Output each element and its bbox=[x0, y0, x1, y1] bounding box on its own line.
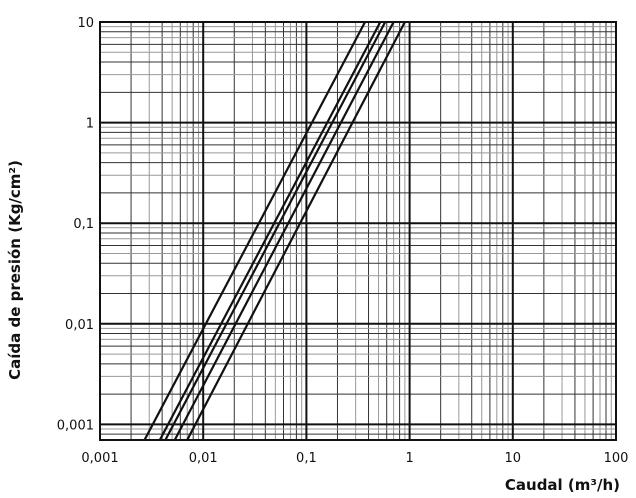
y-tick-label: 10 bbox=[77, 16, 94, 31]
x-tick-label: 10 bbox=[505, 451, 522, 466]
x-tick-label: 1 bbox=[405, 451, 413, 466]
curve bbox=[143, 21, 367, 441]
y-tick-label: 1 bbox=[86, 117, 94, 132]
curve bbox=[158, 21, 382, 441]
curve bbox=[173, 21, 395, 441]
curve bbox=[186, 21, 406, 441]
curve bbox=[164, 21, 387, 441]
y-tick-label: 0,1 bbox=[73, 217, 94, 232]
y-axis-title: Caída de presión (Kg/cm²) bbox=[6, 160, 24, 380]
plot-frame bbox=[99, 21, 617, 441]
x-tick-label: 0,001 bbox=[81, 451, 118, 466]
x-tick-label: 100 bbox=[604, 451, 629, 466]
x-tick-label: 0,1 bbox=[296, 451, 317, 466]
y-tick-label: 0,01 bbox=[65, 318, 94, 333]
x-tick-label: 0,01 bbox=[189, 451, 218, 466]
y-tick-label: 0,001 bbox=[57, 418, 94, 433]
x-axis-title: Caudal (m³/h) bbox=[505, 476, 620, 494]
